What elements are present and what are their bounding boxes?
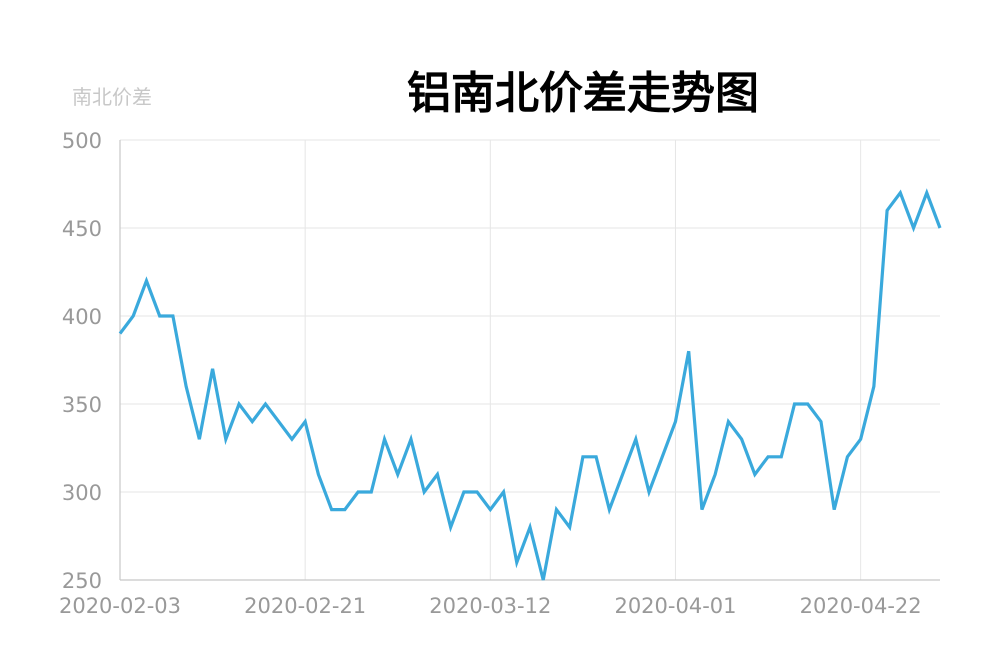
y-tick-labels: 250 300 350 400 450 500 [62,129,102,593]
horizontal-gridlines [120,139,940,493]
x-tick-label: 2020-04-01 [614,594,736,618]
series-group [118,188,942,581]
x-tick-label: 2020-02-03 [59,594,181,618]
x-tick-label: 2020-03-12 [429,594,551,618]
x-tick-labels: 2020-02-03 2020-02-21 2020-03-12 2020-04-01… [59,594,922,618]
y-axis-label: 南北价差 [72,85,152,109]
y-tick-label: 250 [62,569,102,593]
x-tick-label: 2020-04-22 [800,594,922,618]
y-tick-label: 350 [62,393,102,417]
chart-title: 铝南北价差走势图 [407,68,759,119]
y-tick-label: 450 [62,217,102,241]
y-tick-label: 300 [62,481,102,505]
y-tick-label: 500 [62,129,102,153]
x-tick-label: 2020-02-21 [244,594,366,618]
y-tick-label: 400 [62,305,102,329]
vertical-gridlines [304,140,862,580]
series-line [118,188,942,581]
